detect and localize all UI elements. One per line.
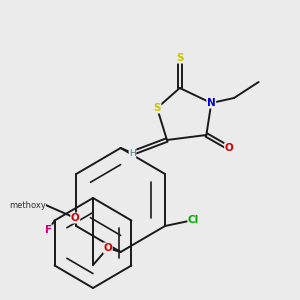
Text: S: S [176,53,184,63]
Text: O: O [71,213,80,223]
Text: O: O [225,143,233,153]
Text: N: N [207,98,216,108]
Text: Cl: Cl [188,215,199,225]
Text: S: S [153,103,161,113]
Text: methoxy: methoxy [9,200,46,209]
Text: H: H [129,148,136,158]
Text: O: O [103,243,112,253]
Text: F: F [45,225,52,235]
